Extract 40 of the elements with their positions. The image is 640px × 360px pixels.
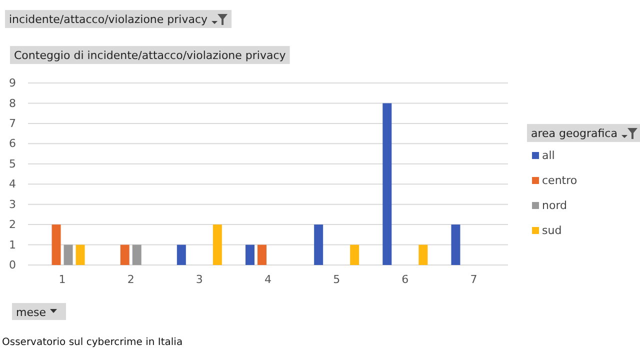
y-tick-label: 3 bbox=[9, 198, 16, 211]
chart-title: incidente/attacco/violazione privacy bbox=[9, 13, 208, 26]
legend-label: nord bbox=[542, 199, 568, 212]
bar bbox=[314, 224, 324, 265]
chart-subtitle: Conteggio di incidente/attacco/violazione privacy bbox=[14, 49, 286, 62]
bar bbox=[382, 103, 392, 265]
x-tick-label: 2 bbox=[127, 272, 134, 286]
bar bbox=[418, 244, 428, 265]
y-tick-label: 4 bbox=[9, 178, 16, 191]
y-tick-label: 9 bbox=[9, 76, 16, 90]
y-tick-label: 8 bbox=[9, 96, 16, 110]
y-tick-label: 2 bbox=[9, 218, 16, 232]
bar bbox=[246, 244, 254, 265]
bar bbox=[212, 224, 222, 265]
x-tick-label: 6 bbox=[402, 272, 409, 286]
y-tick-label: 5 bbox=[9, 157, 16, 170]
x-tick-label: 4 bbox=[264, 272, 272, 286]
bar bbox=[176, 244, 186, 265]
bar bbox=[64, 244, 73, 265]
bar bbox=[132, 244, 142, 265]
x-tick-label: 7 bbox=[470, 272, 478, 286]
bar bbox=[451, 224, 460, 265]
bar bbox=[350, 244, 360, 265]
bar bbox=[52, 224, 61, 265]
x-tick-label: 5 bbox=[333, 272, 340, 286]
legend-label: centro bbox=[542, 174, 578, 187]
y-tick-label: 7 bbox=[9, 116, 16, 130]
x-tick-label: 3 bbox=[196, 272, 203, 286]
y-tick-label: 6 bbox=[9, 137, 16, 150]
x-axis-title: mese bbox=[16, 306, 46, 319]
legend-label: sud bbox=[542, 224, 562, 237]
y-tick-label: 1 bbox=[9, 238, 16, 252]
legend-title: area geografica bbox=[531, 127, 618, 140]
bar bbox=[120, 244, 130, 265]
x-tick-label: 1 bbox=[58, 272, 66, 286]
bar bbox=[258, 244, 266, 265]
text: Osservatorio sul cybercrime in Italia bbox=[2, 337, 183, 348]
bar bbox=[76, 244, 85, 265]
legend-label: all bbox=[542, 149, 555, 162]
y-tick-label: 0 bbox=[9, 258, 16, 272]
